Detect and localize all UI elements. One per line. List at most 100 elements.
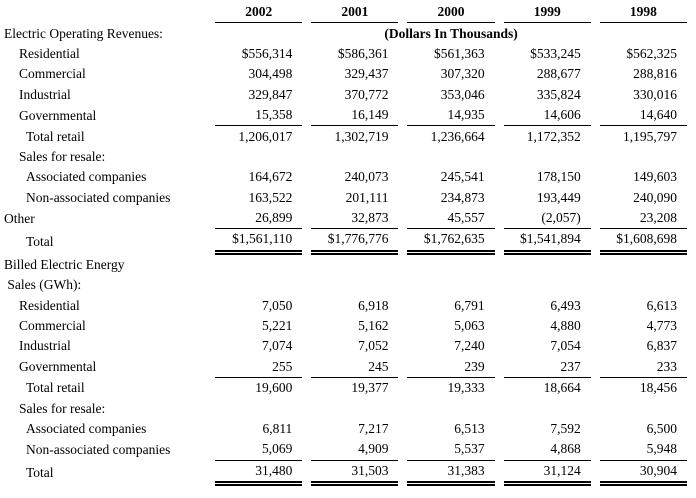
value-cell [215,147,302,167]
row-label: Associated companies [26,169,147,185]
financial-table-body: 2002 2001 2000 1999 1998 Electric Operating R… [2,2,687,486]
value-cell: 14,606 [503,105,591,127]
row-label: Other [4,210,35,226]
value-cell: 5,948 [599,439,687,461]
row-label: Commercial [19,66,86,82]
row-label: Total [26,465,54,481]
table-row: Associated companies 6,811 7,217 6,513 7,592… [2,419,687,439]
value-cell: (2,057) [503,208,591,230]
table-row: Billed Electric Energy [2,255,687,275]
value-cell: 6,613 [646,297,677,313]
value-cell: 239 [407,357,495,379]
value-cell: 6,500 [646,421,677,436]
row-label: Non-associated companies [26,441,171,457]
value-cell: 5,162 [358,318,389,334]
value-cell: 4,773 [646,318,677,334]
value-cell: 1,172,352 [526,128,581,144]
value-cell: 7,217 [358,421,389,436]
value-cell [504,147,591,167]
value-cell: $1,776,776 [311,229,399,255]
value-cell: 5,069 [215,439,303,461]
value-cell [215,398,302,418]
value-cell: 178,150 [536,169,581,185]
value-cell: 164,672 [248,169,293,185]
value-cell: 6,493 [550,297,581,313]
value-cell: 7,052 [358,338,389,354]
value-cell: 26,899 [215,208,303,230]
year-header-2001: 2001 [311,2,399,24]
value-cell [311,275,398,295]
table-row: Total retail 19,600 19,377 19,333 18,664 18,4… [2,378,687,398]
value-cell: 15,358 [215,105,303,127]
value-cell [600,255,687,275]
value-cell: 370,772 [344,86,389,102]
value-cell: 5,063 [454,318,485,334]
value-cell: 288,816 [633,66,677,82]
value-cell [407,398,494,418]
value-cell: 1,195,797 [623,128,677,144]
value-cell: 5,221 [261,318,293,334]
value-cell: 163,522 [248,189,293,205]
table-row: Sales for resale: [2,147,687,167]
row-label: Industrial [19,86,71,102]
value-cell: 31,480 [215,461,303,486]
value-cell [600,398,687,418]
table-row: Governmental 15,358 16,149 14,935 14,606 14,6… [2,105,687,127]
value-cell: 19,600 [255,380,293,396]
value-cell: 7,074 [261,338,293,354]
total-row: Total 31,480 31,503 31,383 31,124 30,904 [2,461,687,486]
value-cell: 240,073 [344,169,389,185]
row-label: Electric Operating Revenues: [4,25,163,41]
value-cell [504,275,591,295]
value-cell: 30,904 [599,461,687,486]
value-cell: 14,935 [407,105,495,127]
value-cell: 19,377 [351,380,389,396]
value-cell: 14,640 [599,105,687,127]
value-cell: 353,046 [440,86,485,102]
row-label: Sales for resale: [19,400,106,416]
value-cell: 329,437 [344,66,389,82]
value-cell: 149,603 [633,169,677,185]
value-cell: 6,791 [454,297,485,313]
value-cell: 7,240 [454,338,485,354]
value-cell [504,255,591,275]
value-cell: 329,847 [248,86,293,102]
value-cell [215,255,302,275]
value-cell: 233 [599,357,687,379]
value-cell: $561,363 [434,45,485,61]
value-cell: 7,592 [550,421,581,436]
table-row: Sales for resale: [2,398,687,418]
value-cell: 1,236,664 [430,128,485,144]
year-header-1998: 1998 [599,2,687,24]
table-row: Industrial 329,847 370,772 353,046 335,824 33… [2,85,687,105]
total-row: Total $1,561,110 $1,776,776 $1,762,635 $1,54… [2,229,687,255]
value-cell: $556,314 [241,45,293,61]
value-cell: $586,361 [337,45,389,61]
value-cell: 240,090 [633,189,677,205]
table-row: Governmental 255 245 239 237 233 [2,357,687,379]
value-cell: $1,561,110 [215,229,303,255]
value-cell [407,255,494,275]
year-header-1999: 1999 [503,2,591,24]
table-row: Associated companies 164,672 240,073 245,54… [2,167,687,187]
table-row: Residential 7,050 6,918 6,791 6,493 6,613 [2,295,687,315]
year-header-row: 2002 2001 2000 1999 1998 [2,2,687,24]
value-cell: 304,498 [248,66,293,82]
year-header-2000: 2000 [407,2,495,24]
value-cell: 19,333 [447,380,485,396]
value-cell [311,147,398,167]
value-cell: 237 [503,357,591,379]
table-row: Sales (GWh): [2,275,687,295]
row-label: Billed Electric Energy [4,256,125,272]
value-cell: 31,124 [503,461,591,486]
table-row: Non-associated companies 163,522 201,111 23… [2,188,687,208]
table-row: Commercial 304,498 329,437 307,320 288,677 28… [2,64,687,84]
value-cell: 32,873 [311,208,399,230]
table-row: Non-associated companies 5,069 4,909 5,537 4… [2,439,687,461]
table-row: Total retail 1,206,017 1,302,719 1,236,664 1… [2,126,687,146]
value-cell: 16,149 [311,105,399,127]
value-cell: 330,016 [633,86,677,102]
value-cell: 23,208 [599,208,687,230]
table-row: Other 26,899 32,873 45,557 (2,057) 23,208 [2,208,687,230]
value-cell [407,275,494,295]
